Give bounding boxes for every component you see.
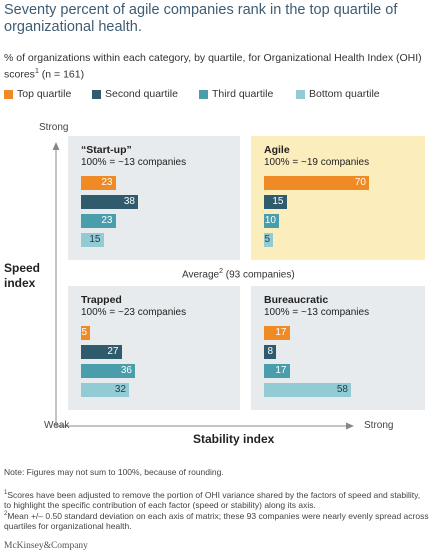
legend-swatch-third	[199, 90, 208, 99]
bar-trapped-top: 5	[81, 326, 90, 340]
bar-label-trapped-bottom: 32	[114, 384, 126, 395]
bar-label-bureaucratic-top: 17	[275, 327, 287, 338]
footnote-1-text: Scores have been adjusted to remove the …	[4, 489, 421, 511]
bar-label-bureaucratic-third: 17	[275, 365, 287, 376]
legend-label-third: Third quartile	[212, 88, 274, 100]
subtitle-sample-size: (n = 161)	[38, 68, 85, 81]
chart-title: Seventy percent of agile companies rank …	[4, 2, 398, 35]
quadrant-agile: Agile 100% = ~19 companies 70 15 10 5	[251, 136, 425, 260]
rounding-note: Note: Figures may not sum to 100%, becau…	[4, 467, 224, 477]
chart-subtitle: % of organizations within each category,…	[4, 52, 429, 82]
footnote-2: 2Mean +/– 0.50 standard deviation on eac…	[4, 509, 429, 532]
bar-trapped-second: 27	[81, 345, 122, 359]
bar-label-agile-third: 10	[264, 215, 276, 226]
footnote-2-marker: 2	[4, 511, 8, 517]
footnote-2-text: Mean +/– 0.50 standard deviation on each…	[4, 510, 429, 532]
bar-label-agile-bottom: 5	[264, 234, 270, 245]
average-label: Average2 (93 companies)	[182, 268, 295, 280]
x-axis-strong-label: Strong	[364, 420, 394, 431]
bar-agile-bottom: 5	[264, 233, 273, 247]
bar-trapped-third: 36	[81, 364, 135, 378]
bar-startup-top: 23	[81, 176, 116, 190]
quadrant-startup-count: 100% = ~13 companies	[81, 157, 187, 168]
legend-label-top: Top quartile	[17, 88, 72, 100]
bar-label-startup-third: 23	[101, 215, 113, 226]
y-axis-arrow	[52, 142, 60, 150]
x-axis-title: Stability index	[193, 432, 275, 446]
bar-bureaucratic-bottom: 58	[264, 383, 351, 397]
bar-agile-third: 10	[264, 214, 279, 228]
quadrant-startup: “Start-up” 100% = ~13 companies 23 38 23 15	[68, 136, 240, 260]
bar-bureaucratic-third: 17	[264, 364, 290, 378]
bar-label-trapped-third: 36	[120, 365, 132, 376]
bar-startup-second: 38	[81, 195, 138, 209]
bar-agile-second: 15	[264, 195, 287, 209]
bar-agile-top: 70	[264, 176, 369, 190]
quadrant-trapped: Trapped 100% = ~23 companies 5 27 36 32	[68, 286, 240, 410]
legend-swatch-bottom	[296, 90, 305, 99]
bar-label-trapped-second: 27	[107, 346, 119, 357]
quadrant-trapped-count: 100% = ~23 companies	[81, 307, 187, 318]
bar-trapped-bottom: 32	[81, 383, 129, 397]
bar-bureaucratic-top: 17	[264, 326, 290, 340]
average-footnote-marker: 2	[219, 268, 223, 275]
quadrant-agile-count: 100% = ~19 companies	[264, 157, 370, 168]
quadrant-bureaucratic-name: Bureaucratic	[264, 294, 329, 306]
legend-swatch-second	[92, 90, 101, 99]
footnote-1-marker: 1	[4, 490, 8, 496]
average-count: (93 companies)	[222, 269, 295, 281]
average-text: Average	[182, 269, 220, 281]
y-axis-strong-label: Strong	[39, 122, 69, 133]
quadrant-bureaucratic: Bureaucratic 100% = ~13 companies 17 8 17 5…	[251, 286, 425, 410]
bar-startup-third: 23	[81, 214, 116, 228]
footnote-1: 1Scores have been adjusted to remove the…	[4, 488, 429, 511]
legend-label-bottom: Bottom quartile	[309, 88, 380, 100]
x-axis-weak-label: Weak	[44, 420, 70, 431]
subtitle-footnote-marker: 1	[34, 68, 39, 75]
quadrant-agile-name: Agile	[264, 144, 290, 156]
quadrant-trapped-name: Trapped	[81, 294, 122, 306]
bar-startup-bottom: 15	[81, 233, 104, 247]
bar-label-startup-top: 23	[101, 177, 113, 188]
y-axis-title-line2: index	[4, 276, 36, 290]
bar-label-bureaucratic-second: 8	[267, 346, 273, 357]
bar-bureaucratic-second: 8	[264, 345, 276, 359]
y-axis-title-line1: Speed	[4, 261, 41, 275]
subtitle-main: % of organizations within each category,…	[4, 52, 422, 81]
legend-label-second: Second quartile	[105, 88, 178, 100]
bar-label-startup-bottom: 15	[89, 234, 101, 245]
bar-label-startup-second: 38	[123, 196, 135, 207]
quadrant-bureaucratic-count: 100% = ~13 companies	[264, 307, 370, 318]
bar-label-bureaucratic-bottom: 58	[336, 384, 348, 395]
brand-logo-text: McKinsey&Company	[4, 541, 88, 551]
bar-label-trapped-top: 5	[81, 327, 87, 338]
legend-swatch-top	[4, 90, 13, 99]
bar-label-agile-top: 70	[354, 177, 366, 188]
x-axis-arrow	[346, 422, 354, 430]
bar-label-agile-second: 15	[272, 196, 284, 207]
quadrant-startup-name: “Start-up”	[81, 144, 132, 156]
